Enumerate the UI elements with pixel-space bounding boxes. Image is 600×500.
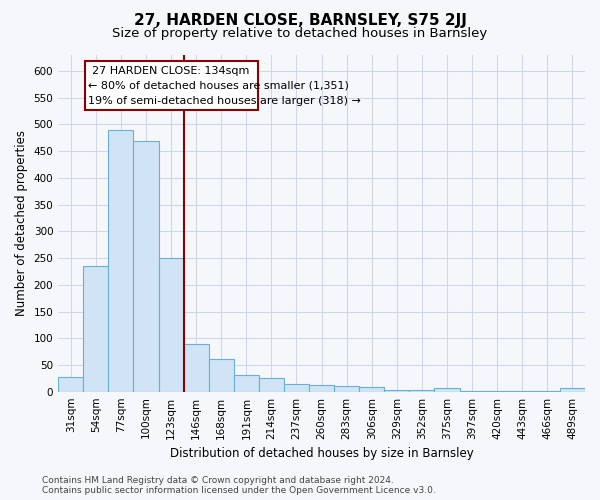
- Bar: [434, 388, 460, 392]
- Bar: [359, 388, 385, 392]
- Bar: [109, 130, 133, 392]
- Bar: [409, 390, 434, 392]
- Text: Size of property relative to detached houses in Barnsley: Size of property relative to detached ho…: [112, 28, 488, 40]
- Text: Contains HM Land Registry data © Crown copyright and database right 2024.
Contai: Contains HM Land Registry data © Crown c…: [42, 476, 436, 495]
- Text: ← 80% of detached houses are smaller (1,351): ← 80% of detached houses are smaller (1,…: [88, 81, 349, 91]
- Bar: [184, 344, 209, 392]
- Bar: [535, 391, 560, 392]
- Bar: [510, 391, 535, 392]
- Bar: [259, 378, 284, 392]
- Bar: [83, 266, 109, 392]
- Bar: [560, 388, 585, 392]
- Y-axis label: Number of detached properties: Number of detached properties: [15, 130, 28, 316]
- Bar: [284, 384, 309, 392]
- Text: 27, HARDEN CLOSE, BARNSLEY, S75 2JJ: 27, HARDEN CLOSE, BARNSLEY, S75 2JJ: [134, 12, 466, 28]
- Text: 19% of semi-detached houses are larger (318) →: 19% of semi-detached houses are larger (…: [88, 96, 361, 106]
- Bar: [460, 390, 485, 392]
- Text: 27 HARDEN CLOSE: 134sqm: 27 HARDEN CLOSE: 134sqm: [92, 66, 250, 76]
- Bar: [385, 390, 409, 392]
- Bar: [133, 140, 158, 392]
- Bar: [209, 358, 234, 392]
- FancyBboxPatch shape: [85, 62, 257, 110]
- Bar: [158, 258, 184, 392]
- Bar: [309, 386, 334, 392]
- Bar: [58, 378, 83, 392]
- Bar: [485, 391, 510, 392]
- X-axis label: Distribution of detached houses by size in Barnsley: Distribution of detached houses by size …: [170, 447, 473, 460]
- Bar: [234, 374, 259, 392]
- Bar: [334, 386, 359, 392]
